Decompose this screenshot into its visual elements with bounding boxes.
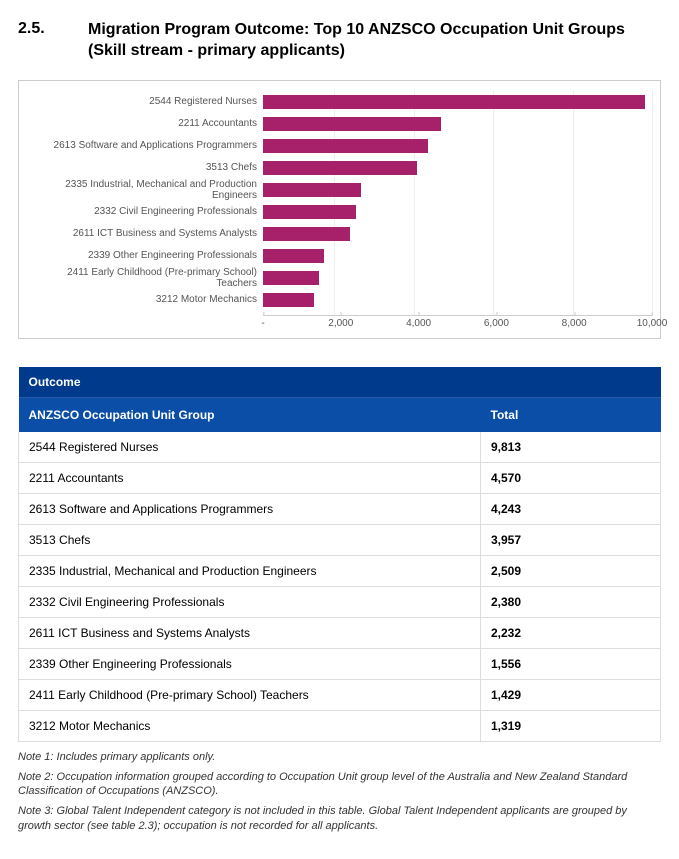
- table-cell-group: 2335 Industrial, Mechanical and Producti…: [19, 555, 481, 586]
- table-row: 2332 Civil Engineering Professionals2,38…: [19, 586, 661, 617]
- note-1: Note 1: Includes primary applicants only…: [18, 750, 661, 764]
- table-row: 3513 Chefs3,957: [19, 524, 661, 555]
- chart-bar: [263, 139, 428, 153]
- bar-chart: 2544 Registered Nurses 2211 Accountants 26…: [18, 80, 661, 339]
- chart-category-label: 2411 Early Childhood (Pre-primary School…: [27, 267, 263, 289]
- chart-row: 2335 Industrial, Mechanical and Producti…: [27, 179, 652, 201]
- chart-bar: [263, 227, 350, 241]
- chart-row: 2411 Early Childhood (Pre-primary School…: [27, 267, 652, 289]
- table-cell-total: 4,243: [481, 493, 661, 524]
- chart-row: 2339 Other Engineering Professionals: [27, 245, 652, 267]
- table-col-total: Total: [481, 397, 661, 432]
- chart-category-label: 2211 Accountants: [27, 118, 263, 129]
- chart-row: 3212 Motor Mechanics: [27, 289, 652, 311]
- table-cell-total: 3,957: [481, 524, 661, 555]
- chart-bar: [263, 183, 361, 197]
- chart-bar: [263, 249, 324, 263]
- chart-x-axis: -2,0004,0006,0008,00010,000: [27, 315, 652, 332]
- table-row: 2339 Other Engineering Professionals1,55…: [19, 648, 661, 679]
- chart-category-label: 3212 Motor Mechanics: [27, 294, 263, 305]
- chart-tick: 2,000: [328, 316, 353, 329]
- chart-bar: [263, 117, 441, 131]
- chart-row: 2332 Civil Engineering Professionals: [27, 201, 652, 223]
- chart-row: 3513 Chefs: [27, 157, 652, 179]
- section-title: Migration Program Outcome: Top 10 ANZSCO…: [88, 20, 661, 62]
- table-row: 2211 Accountants4,570: [19, 462, 661, 493]
- table-cell-group: 2544 Registered Nurses: [19, 432, 481, 463]
- table-cell-total: 1,429: [481, 679, 661, 710]
- table-cell-total: 9,813: [481, 432, 661, 463]
- table-row: 2411 Early Childhood (Pre-primary School…: [19, 679, 661, 710]
- table-cell-group: 2332 Civil Engineering Professionals: [19, 586, 481, 617]
- chart-row: 2544 Registered Nurses: [27, 91, 652, 113]
- chart-row: 2611 ICT Business and Systems Analysts: [27, 223, 652, 245]
- chart-category-label: 3513 Chefs: [27, 162, 263, 173]
- table-cell-group: 2211 Accountants: [19, 462, 481, 493]
- chart-bar: [263, 205, 356, 219]
- table-cell-total: 1,319: [481, 710, 661, 741]
- footnotes: Note 1: Includes primary applicants only…: [18, 750, 661, 833]
- table-row: 2335 Industrial, Mechanical and Producti…: [19, 555, 661, 586]
- table-col-group: ANZSCO Occupation Unit Group: [19, 397, 481, 432]
- chart-category-label: 2339 Other Engineering Professionals: [27, 250, 263, 261]
- chart-tick: 4,000: [406, 316, 431, 329]
- section-number: 2.5.: [18, 20, 88, 62]
- chart-category-label: 2613 Software and Applications Programme…: [27, 140, 263, 151]
- table-row: 3212 Motor Mechanics1,319: [19, 710, 661, 741]
- table-header-outcome: Outcome: [19, 367, 661, 398]
- table-cell-group: 2411 Early Childhood (Pre-primary School…: [19, 679, 481, 710]
- note-2: Note 2: Occupation information grouped a…: [18, 770, 661, 799]
- chart-bar: [263, 293, 314, 307]
- table-cell-group: 2613 Software and Applications Programme…: [19, 493, 481, 524]
- chart-category-label: 2335 Industrial, Mechanical and Producti…: [27, 179, 263, 201]
- table-cell-total: 2,232: [481, 617, 661, 648]
- chart-tick: 8,000: [562, 316, 587, 329]
- chart-tick: -: [261, 316, 264, 329]
- table-row: 2613 Software and Applications Programme…: [19, 493, 661, 524]
- section-heading: 2.5. Migration Program Outcome: Top 10 A…: [18, 20, 661, 62]
- table-cell-total: 4,570: [481, 462, 661, 493]
- chart-tick: 6,000: [484, 316, 509, 329]
- chart-row: 2211 Accountants: [27, 113, 652, 135]
- chart-category-label: 2544 Registered Nurses: [27, 96, 263, 107]
- note-3: Note 3: Global Talent Independent catego…: [18, 804, 661, 833]
- table-cell-group: 3212 Motor Mechanics: [19, 710, 481, 741]
- table-row: 2544 Registered Nurses9,813: [19, 432, 661, 463]
- chart-row: 2613 Software and Applications Programme…: [27, 135, 652, 157]
- chart-bar: [263, 95, 645, 109]
- chart-bar: [263, 271, 319, 285]
- chart-tick: 10,000: [637, 316, 668, 329]
- table-cell-group: 2339 Other Engineering Professionals: [19, 648, 481, 679]
- table-cell-total: 2,380: [481, 586, 661, 617]
- data-table: Outcome ANZSCO Occupation Unit Group Tot…: [18, 367, 661, 742]
- table-row: 2611 ICT Business and Systems Analysts2,…: [19, 617, 661, 648]
- chart-category-label: 2611 ICT Business and Systems Analysts: [27, 228, 263, 239]
- table-cell-group: 3513 Chefs: [19, 524, 481, 555]
- chart-category-label: 2332 Civil Engineering Professionals: [27, 206, 263, 217]
- table-cell-group: 2611 ICT Business and Systems Analysts: [19, 617, 481, 648]
- table-cell-total: 1,556: [481, 648, 661, 679]
- chart-bar: [263, 161, 417, 175]
- table-cell-total: 2,509: [481, 555, 661, 586]
